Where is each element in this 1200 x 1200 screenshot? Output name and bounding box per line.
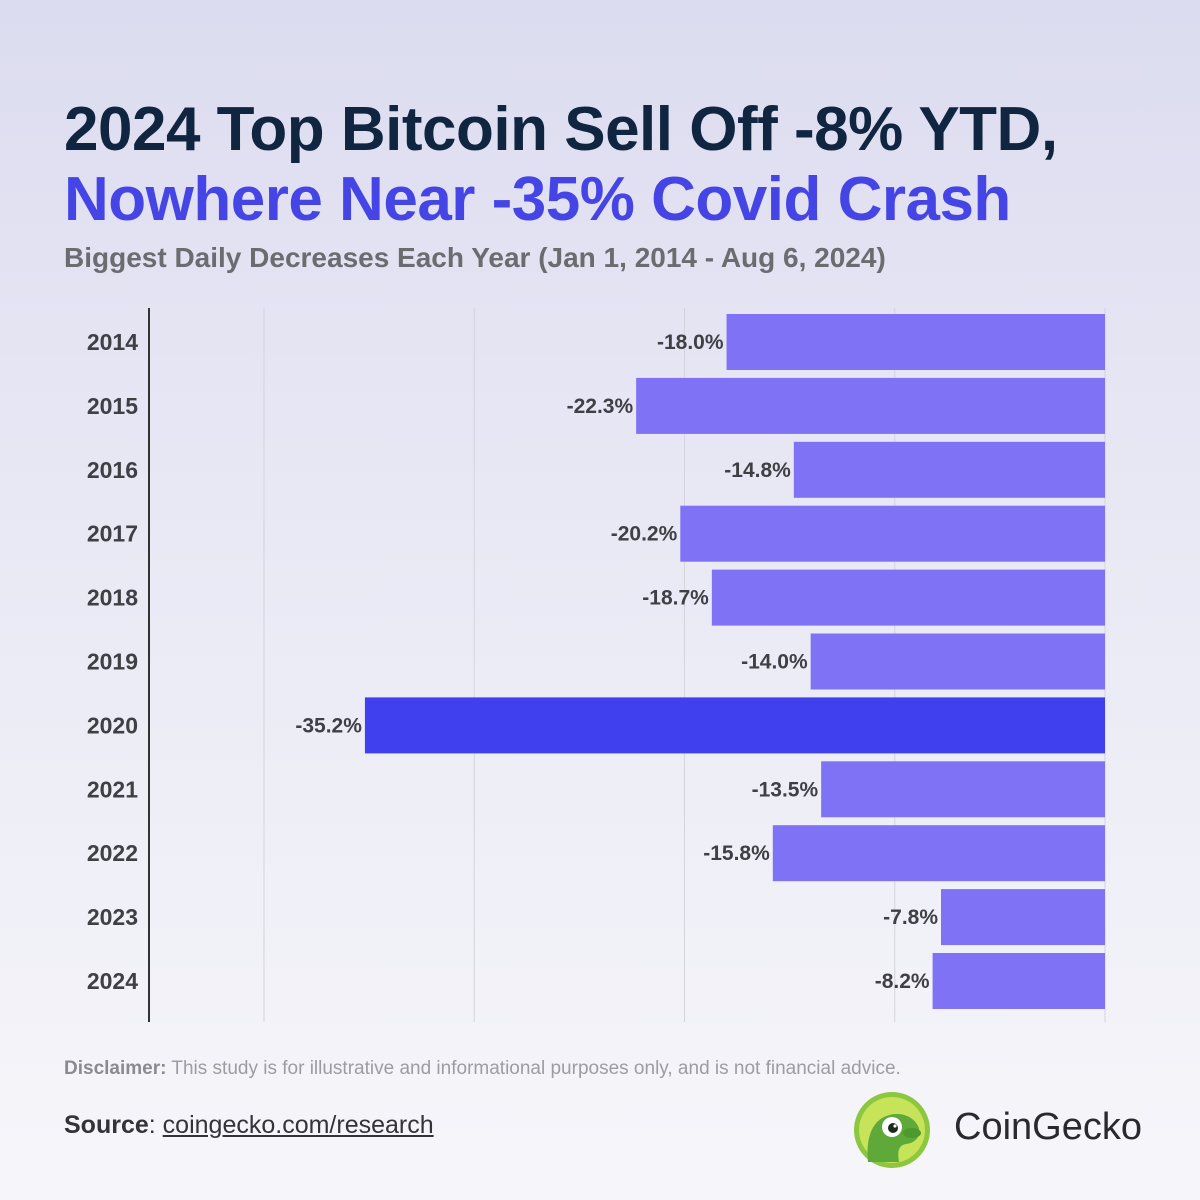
- value-label-2024: -8.2%: [875, 970, 930, 993]
- year-label-2020: 2020: [87, 712, 138, 738]
- bar-2020: [364, 697, 1105, 754]
- source-link[interactable]: coingecko.com/research: [162, 1111, 434, 1139]
- source-label: Source: [64, 1111, 149, 1139]
- year-label-2022: 2022: [87, 840, 138, 866]
- bar-2022: [772, 825, 1105, 882]
- value-label-2023: -7.8%: [883, 906, 938, 929]
- value-label-2015: -22.3%: [567, 395, 634, 418]
- value-label-2018: -18.7%: [642, 587, 709, 610]
- chart-title-line-2: Nowhere Near -35% Covid Crash: [64, 165, 1011, 234]
- year-label-2014: 2014: [87, 329, 138, 355]
- value-label-2020: -35.2%: [295, 714, 362, 737]
- value-label-2014: -18.0%: [657, 331, 724, 354]
- chart-subtitle: Biggest Daily Decreases Each Year (Jan 1…: [64, 242, 886, 273]
- bars: [364, 314, 1105, 1009]
- source-line: Source: coingecko.com/research: [64, 1111, 434, 1140]
- bar-chart: 2014 -18.0% 2015 -22.3% 2016 -14.8% 2017 -20.2%…: [87, 308, 1106, 1022]
- disclaimer: Disclaimer: This study is for illustrati…: [64, 1058, 901, 1080]
- disclaimer-label: Disclaimer:: [64, 1058, 167, 1079]
- bar-2015: [636, 377, 1105, 434]
- value-label-2022: -15.8%: [703, 842, 770, 865]
- value-label-2017: -20.2%: [611, 523, 678, 546]
- bar-2016: [793, 441, 1105, 498]
- brand-name: CoinGecko: [954, 1106, 1142, 1148]
- chart-title-line-1: 2024 Top Bitcoin Sell Off -8% YTD,: [64, 95, 1058, 164]
- value-label-2021: -13.5%: [752, 778, 819, 801]
- year-label-2023: 2023: [87, 904, 138, 930]
- bar-2014: [726, 314, 1105, 370]
- bar-2019: [810, 633, 1105, 690]
- source-separator: :: [148, 1111, 163, 1139]
- value-label-2016: -14.8%: [724, 459, 791, 482]
- bar-2018: [711, 569, 1105, 626]
- labels: 2014 -18.0% 2015 -22.3% 2016 -14.8% 2017 -20.2%…: [87, 329, 939, 994]
- year-label-2017: 2017: [87, 521, 138, 547]
- year-label-2019: 2019: [87, 649, 138, 675]
- coingecko-gecko-icon: [854, 1092, 930, 1168]
- disclaimer-text: This study is for illustrative and infor…: [166, 1058, 901, 1079]
- year-label-2016: 2016: [87, 457, 138, 483]
- year-label-2024: 2024: [87, 968, 138, 994]
- bar-2017: [680, 505, 1105, 562]
- bar-2021: [821, 761, 1105, 818]
- year-label-2018: 2018: [87, 585, 138, 611]
- bar-2024: [932, 953, 1105, 1009]
- value-label-2019: -14.0%: [741, 651, 808, 674]
- bar-2023: [941, 889, 1105, 946]
- brand-logo[interactable]: CoinGecko: [852, 1090, 1152, 1170]
- year-label-2021: 2021: [87, 776, 138, 802]
- year-label-2015: 2015: [87, 393, 138, 419]
